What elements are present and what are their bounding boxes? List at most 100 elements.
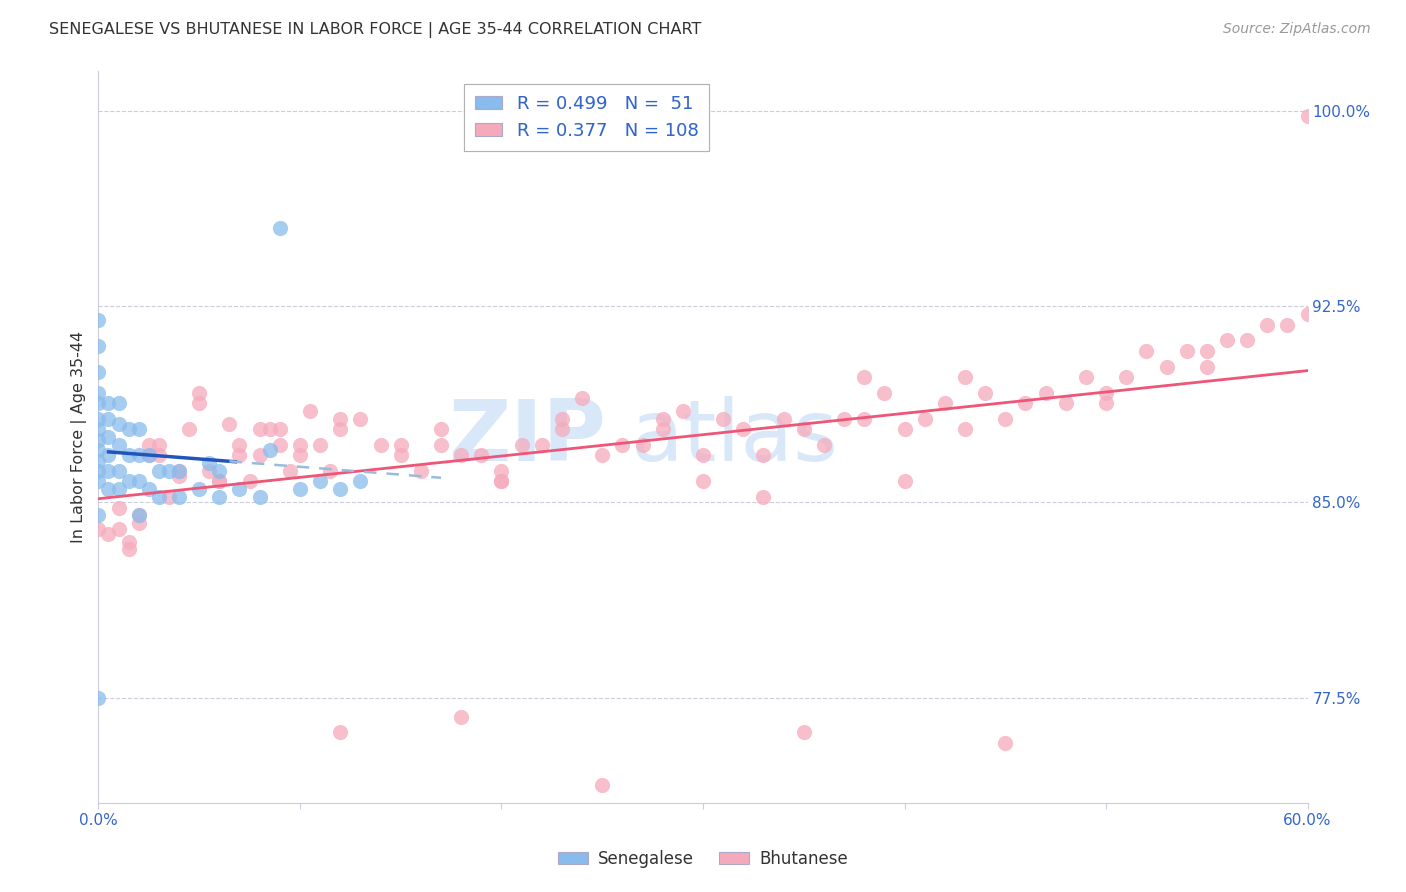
Point [651,422,673,436]
Point [148,438,170,452]
Point [832,411,855,425]
Point [1175,343,1198,358]
Point [349,475,371,489]
Point [994,411,1017,425]
Point [167,464,190,478]
Point [107,522,129,536]
Point [87,396,110,410]
Point [87,339,110,353]
Point [87,385,110,400]
Text: ZIP: ZIP [449,395,606,479]
Point [148,464,170,478]
Point [87,312,110,326]
Point [1195,359,1218,374]
Point [107,500,129,515]
Point [138,438,160,452]
Point [692,475,714,489]
Point [329,422,352,436]
Point [1236,334,1258,348]
Point [87,365,110,379]
Point [87,453,110,467]
Point [239,475,262,489]
Point [319,464,342,478]
Point [167,469,190,483]
Point [491,475,513,489]
Point [97,430,120,444]
Point [491,464,513,478]
Point [118,422,141,436]
Point [87,691,110,706]
Point [87,443,110,458]
Legend: Senegalese, Bhutanese: Senegalese, Bhutanese [551,844,855,875]
Point [97,396,120,410]
Point [128,508,150,523]
Point [571,391,593,405]
Point [813,438,835,452]
Point [228,448,250,462]
Point [389,438,412,452]
Point [107,438,129,452]
Point [914,411,936,425]
Point [752,490,775,504]
Point [612,438,634,452]
Point [148,448,170,462]
Point [208,490,231,504]
Point [138,448,160,462]
Point [631,438,654,452]
Point [510,438,533,452]
Point [1054,396,1077,410]
Point [259,422,281,436]
Point [793,725,815,739]
Point [853,370,876,384]
Point [752,448,775,462]
Point [329,411,352,425]
Point [692,448,714,462]
Point [1014,396,1036,410]
Point [288,483,311,497]
Point [87,508,110,523]
Point [409,464,432,478]
Point [87,522,110,536]
Point [87,433,110,447]
Point [179,422,201,436]
Point [118,534,141,549]
Point [228,438,250,452]
Point [288,438,311,452]
Text: atlas: atlas [630,395,838,479]
Point [228,483,250,497]
Point [208,464,231,478]
Point [97,483,120,497]
Point [288,448,311,462]
Point [97,526,120,541]
Point [551,422,574,436]
Point [853,411,876,425]
Point [733,422,755,436]
Point [873,385,896,400]
Point [893,475,915,489]
Point [128,516,150,531]
Point [672,404,695,418]
Point [87,475,110,489]
Point [1095,385,1118,400]
Point [1195,343,1218,358]
Point [87,422,110,436]
Point [389,448,412,462]
Point [259,443,281,458]
Point [651,411,673,425]
Point [97,411,120,425]
Point [450,709,472,723]
Point [218,417,240,431]
Point [772,411,794,425]
Text: SENEGALESE VS BHUTANESE IN LABOR FORCE | AGE 35-44 CORRELATION CHART: SENEGALESE VS BHUTANESE IN LABOR FORCE |… [49,22,702,38]
Point [208,475,231,489]
Point [208,475,231,489]
Point [953,422,976,436]
Point [148,490,170,504]
Point [370,438,392,452]
Text: Source: ZipAtlas.com: Source: ZipAtlas.com [1223,22,1371,37]
Point [249,422,271,436]
Point [1074,370,1097,384]
Point [329,483,352,497]
Point [953,370,976,384]
Point [793,422,815,436]
